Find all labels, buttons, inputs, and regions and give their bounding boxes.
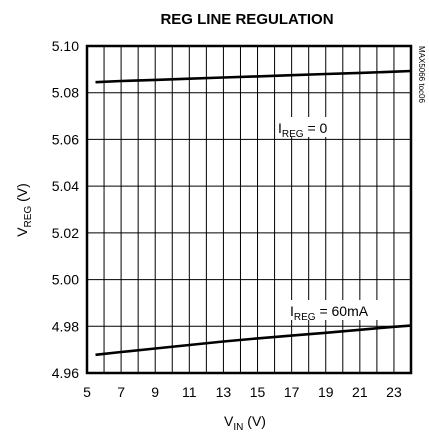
x-tick-labels: 5 7 9 11 13 15 17 19 21 23 (83, 384, 402, 400)
series-label-group-1: IREG = 60mA (288, 300, 378, 323)
figure-id-label: MAX5066 toc06 (417, 46, 426, 103)
series-line-0 (95, 69, 412, 84)
y-tick-labels: 4.96 4.98 5.00 5.02 5.04 5.06 5.08 5.10 (52, 38, 79, 381)
series-label-ireg-60ma: IREG = 60mA (290, 303, 369, 323)
x-tick-label: 21 (352, 384, 368, 400)
y-tick-label: 5.02 (52, 225, 79, 241)
x-tick-label: 7 (117, 384, 125, 400)
y-tick-label: 5.06 (52, 131, 79, 147)
y-tick-label: 5.00 (52, 272, 79, 288)
y-tick-label: 5.10 (52, 38, 79, 54)
x-tick-label: 15 (250, 384, 266, 400)
y-tick-label: 5.08 (52, 85, 79, 101)
x-tick-label: 19 (318, 384, 334, 400)
y-tick-label: 4.96 (52, 365, 79, 381)
x-tick-label: 11 (182, 384, 197, 400)
x-tick-label: 13 (216, 384, 232, 400)
series-line-1 (95, 324, 412, 357)
x-tick-label: 17 (284, 384, 300, 400)
x-tick-label: 5 (83, 384, 91, 400)
y-axis-label: VREG (V) (14, 183, 34, 237)
series-lines (95, 69, 412, 357)
y-tick-label: 4.98 (52, 318, 79, 334)
x-tick-label: 9 (151, 384, 159, 400)
x-axis-label: VIN (V) (224, 413, 266, 433)
plot-frame (85, 44, 413, 375)
x-tick-label: 23 (386, 384, 402, 400)
chart-title: REG LINE REGULATION (160, 11, 333, 28)
grid (87, 46, 411, 373)
series-label-group-0: IREG = 0 (276, 117, 332, 140)
y-tick-label: 5.04 (52, 178, 79, 194)
series-label-ireg-0: IREG = 0 (278, 120, 328, 140)
